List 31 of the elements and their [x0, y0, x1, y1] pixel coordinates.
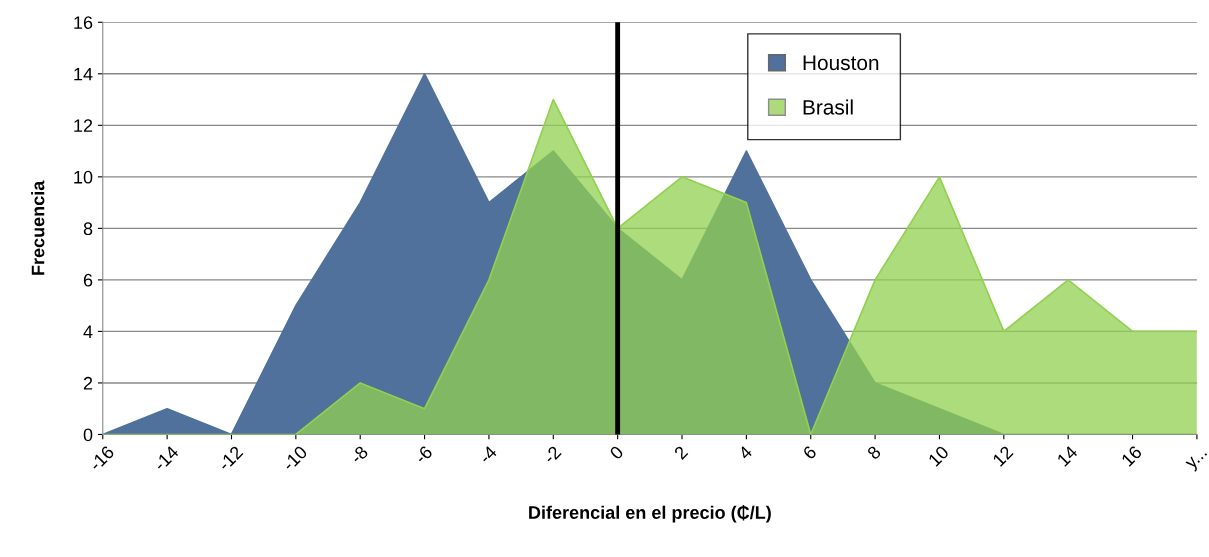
x-tick-label: 12 — [992, 445, 1014, 467]
y-axis-title: Frecuencia — [31, 180, 45, 275]
x-tick-label: y... — [1185, 447, 1209, 473]
x-tick-label: -10 — [281, 445, 308, 472]
y-tick-label: 4 — [83, 325, 93, 338]
y-tick-label: 14 — [74, 67, 93, 81]
x-tick-label: 6 — [802, 445, 818, 461]
x-tick-label: -4 — [478, 445, 498, 465]
y-tick-label: 6 — [83, 273, 93, 287]
x-tick-label: 4 — [737, 445, 753, 461]
x-tick-label: 0 — [608, 445, 625, 461]
x-tick-label: -2 — [542, 445, 562, 465]
x-tick-label: -16 — [88, 445, 115, 472]
x-tick-label: -8 — [349, 445, 369, 465]
x-tick-label: -12 — [217, 445, 244, 472]
y-tick-label: 10 — [74, 170, 93, 184]
x-tick-label: -14 — [152, 445, 180, 472]
legend-label: Houston — [803, 55, 879, 71]
y-tick-label: 8 — [83, 222, 93, 236]
legend-label: Brasil — [803, 99, 853, 115]
x-tick-label: 14 — [1056, 445, 1079, 467]
x-tick-label: 16 — [1120, 445, 1143, 467]
y-tick-label: 12 — [74, 119, 93, 132]
x-tick-label: 10 — [927, 445, 950, 467]
y-tick-label: 16 — [74, 16, 93, 29]
x-tick-label: -6 — [413, 445, 434, 465]
y-tick-label: 2 — [83, 376, 93, 390]
x-tick-label: 2 — [673, 445, 689, 460]
y-tick-label: 0 — [83, 428, 93, 442]
x-axis-title: Diferencial en el precio (₵/L) — [529, 505, 771, 523]
x-tick-label: 8 — [866, 445, 882, 461]
